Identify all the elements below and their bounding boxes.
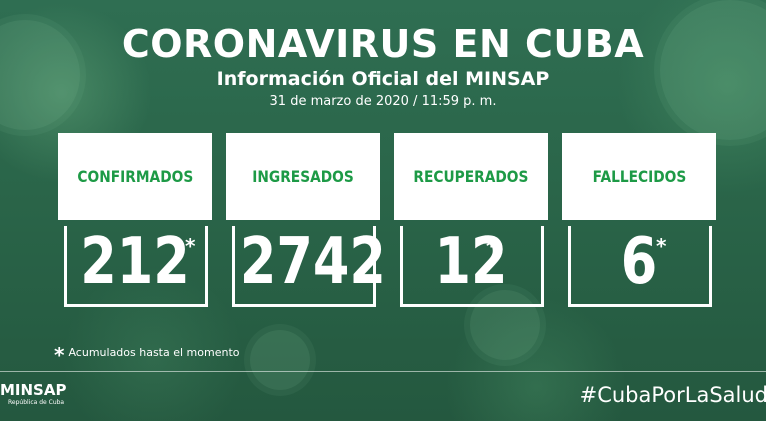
card-fallecidos: FALLECIDOS 6 * [562,133,716,319]
card-ingresados: INGRESADOS 2742 [226,133,386,319]
footnote: * Acumulados hasta el momento [54,343,240,367]
card-value: 2742 [239,225,386,299]
card-label: FALLECIDOS [592,167,686,186]
card-frame [568,226,712,307]
report-date: 31 de marzo de 2020 / 11:59 p. m. [269,94,497,109]
card-header: CONFIRMADOS [58,133,212,220]
card-header: FALLECIDOS [562,133,716,220]
footnote-text: Acumulados hasta el momento [68,346,240,359]
card-body: 6 * [562,220,716,319]
card-frame [232,226,376,307]
page-title: CORONAVIRUS EN CUBA [121,22,645,66]
minsap-logo: MINSAP República de Cuba [0,380,66,406]
logo-subtitle: República de Cuba [8,399,65,406]
card-confirmados: CONFIRMADOS 212 * [58,133,212,319]
card-value: 6 [620,225,658,299]
card-label: RECUPERADOS [413,167,529,186]
card-header: RECUPERADOS [394,133,548,220]
card-label: INGRESADOS [252,167,354,186]
asterisk-mark: * [656,234,667,258]
virus-decoration [470,290,540,360]
card-frame [64,226,208,307]
card-body: 12 * [394,220,548,319]
card-body: 212 * [58,220,212,319]
card-value: 212 [80,225,190,299]
card-value: 12 [434,225,508,299]
card-body: 2742 [226,220,386,319]
card-recuperados: RECUPERADOS 12 * [394,133,548,319]
logo-name: MINSAP [0,381,67,399]
virus-decoration [660,0,766,140]
footer-divider [0,371,766,372]
footnote-asterisk: * [54,343,65,367]
asterisk-mark: * [486,234,497,258]
asterisk-mark: * [185,234,196,258]
card-frame [400,226,544,307]
virus-decoration [250,330,310,390]
card-label: CONFIRMADOS [77,167,193,186]
card-header: INGRESADOS [226,133,380,220]
page-subtitle: Información Oficial del MINSAP [216,68,550,90]
hashtag: #CubaPorLaSalud [579,383,766,407]
